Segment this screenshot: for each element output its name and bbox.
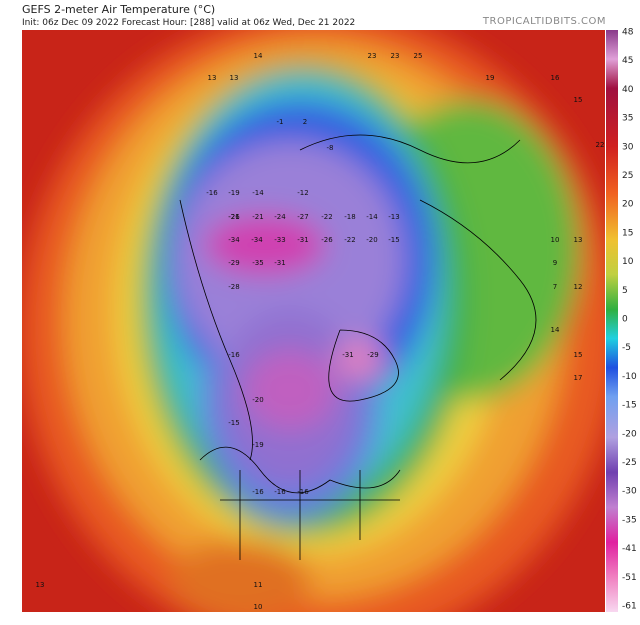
temperature-label: 23 — [368, 52, 377, 60]
colorbar-label: 15 — [622, 228, 633, 238]
temperature-label: -33 — [274, 236, 285, 244]
temperature-label: 15 — [574, 351, 583, 359]
temperature-label: 13 — [36, 581, 45, 589]
temperature-label: -21 — [252, 213, 263, 221]
colorbar-label: -20 — [622, 429, 637, 439]
colorbar-label: -61 — [622, 602, 637, 612]
temperature-label: 12 — [574, 283, 583, 291]
temperature-label: 7 — [553, 283, 557, 291]
temperature-label: -21 — [228, 213, 239, 221]
temperature-label: -1 — [277, 118, 284, 126]
temperature-label: 16 — [551, 74, 560, 82]
temperature-label: -20 — [366, 236, 377, 244]
temperature-label: -31 — [274, 259, 285, 267]
temperature-label: 25 — [414, 52, 423, 60]
colorbar-label: -5 — [622, 343, 631, 353]
colorbar-label: -25 — [622, 458, 637, 468]
colorbar-label: -10 — [622, 372, 637, 382]
colorbar-label: 40 — [622, 85, 634, 95]
temperature-label: -15 — [228, 419, 239, 427]
temperature-label: -19 — [228, 189, 239, 197]
map — [22, 30, 605, 612]
colorbar-label: 10 — [622, 257, 634, 267]
title: GEFS 2-meter Air Temperature (°C) — [22, 3, 215, 16]
temperature-label: -31 — [342, 351, 353, 359]
colorbar-label: 5 — [622, 286, 628, 296]
temperature-label: -22 — [344, 236, 355, 244]
temperature-label: -16 — [206, 189, 218, 197]
site-name: TROPICALTIDBITS.COM — [482, 16, 606, 27]
temperature-label: -31 — [297, 236, 308, 244]
temperature-label: 13 — [230, 74, 239, 82]
temperature-label: 9 — [553, 259, 557, 267]
temperature-label: -14 — [366, 213, 378, 221]
temperature-label: -34 — [251, 236, 263, 244]
colorbar-label: 25 — [622, 171, 633, 181]
temperature-label: -27 — [297, 213, 308, 221]
temperature-label: -34 — [228, 236, 240, 244]
temperature-label: -16 — [252, 488, 264, 496]
temperature-label: -16 — [228, 351, 240, 359]
temperature-label: -15 — [388, 236, 399, 244]
temperature-label: -26 — [228, 213, 240, 221]
temperature-label: 10 — [254, 603, 263, 611]
init-line: Init: 06z Dec 09 2022 Forecast Hour: [28… — [22, 18, 355, 28]
temperature-label: 14 — [551, 326, 560, 334]
temperature-label: 14 — [254, 52, 263, 60]
temperature-label: 13 — [574, 236, 583, 244]
colorbar-label: 45 — [622, 56, 633, 66]
temperature-label: -16 — [274, 488, 286, 496]
colorbar-label: 30 — [622, 142, 634, 152]
temperature-label: -18 — [344, 213, 355, 221]
temperature-label: -8 — [327, 144, 334, 152]
colorbar-label: -35 — [622, 515, 637, 525]
temperature-label: 17 — [574, 374, 583, 382]
temperature-label: 15 — [574, 96, 583, 104]
colorbar-label: 48 — [622, 28, 634, 38]
temperature-label: 13 — [208, 74, 217, 82]
temperature-label: -28 — [228, 283, 239, 291]
temperature-label: 11 — [254, 581, 263, 589]
temperature-label: -24 — [274, 213, 286, 221]
colorbar-label: -30 — [622, 487, 637, 497]
colorbar-label: -15 — [622, 401, 637, 411]
temperature-label: 2 — [303, 118, 307, 126]
temperature-label: -13 — [388, 213, 399, 221]
temperature-label: 10 — [551, 236, 560, 244]
temperature-label: -29 — [228, 259, 239, 267]
colorbar-label: 20 — [622, 200, 634, 210]
colorbar — [606, 30, 618, 612]
temperature-label: -29 — [367, 351, 378, 359]
temperature-label: -20 — [252, 396, 263, 404]
colorbar-label: -51 — [622, 573, 637, 583]
colorbar-label: 35 — [622, 114, 633, 124]
colorbar-label: -41 — [622, 544, 637, 554]
colorbar-label: 0 — [622, 315, 628, 325]
temperature-label: -14 — [252, 189, 264, 197]
temperature-label: -16 — [297, 488, 309, 496]
temperature-label: -26 — [321, 236, 333, 244]
temperature-label: -12 — [297, 189, 308, 197]
temperature-label: 23 — [391, 52, 400, 60]
temperature-label: -22 — [321, 213, 332, 221]
temperature-label: 22 — [596, 141, 605, 149]
temperature-label: 19 — [486, 74, 495, 82]
temperature-label: -19 — [252, 441, 263, 449]
temperature-label: -35 — [252, 259, 263, 267]
